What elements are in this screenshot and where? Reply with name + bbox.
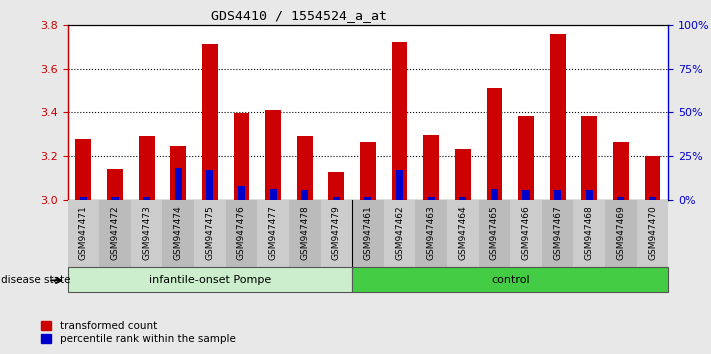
Bar: [75, 139, 91, 200]
Text: GSM947465: GSM947465: [490, 205, 499, 260]
Bar: [415, 200, 447, 267]
Bar: [427, 196, 434, 200]
Bar: [143, 196, 150, 200]
Bar: [99, 200, 131, 267]
Bar: [542, 200, 574, 267]
Bar: [265, 110, 281, 200]
Legend: transformed count, percentile rank within the sample: transformed count, percentile rank withi…: [41, 321, 235, 344]
Bar: [257, 200, 289, 267]
Text: disease state: disease state: [1, 275, 70, 285]
Bar: [139, 137, 154, 200]
Text: GSM947473: GSM947473: [142, 205, 151, 260]
Bar: [352, 200, 384, 267]
Bar: [333, 196, 340, 200]
Bar: [423, 135, 439, 200]
Bar: [171, 146, 186, 200]
Text: GSM947464: GSM947464: [459, 205, 467, 260]
Bar: [225, 200, 257, 267]
Bar: [202, 45, 218, 200]
Bar: [269, 189, 277, 200]
Bar: [194, 200, 225, 267]
Bar: [637, 200, 668, 267]
Bar: [238, 186, 245, 200]
Bar: [574, 200, 605, 267]
Bar: [455, 149, 471, 200]
Bar: [645, 156, 661, 200]
Text: GSM947468: GSM947468: [584, 205, 594, 260]
Bar: [131, 200, 162, 267]
Bar: [582, 116, 597, 200]
Text: GSM947479: GSM947479: [332, 205, 341, 260]
Text: control: control: [491, 275, 530, 285]
Bar: [392, 42, 407, 200]
Bar: [360, 142, 376, 200]
Bar: [321, 200, 352, 267]
Bar: [364, 196, 372, 200]
Bar: [328, 172, 344, 200]
Text: GDS4410 / 1554524_a_at: GDS4410 / 1554524_a_at: [210, 9, 387, 22]
Bar: [384, 200, 415, 267]
Text: GSM947471: GSM947471: [79, 205, 88, 260]
Text: GSM947477: GSM947477: [269, 205, 277, 260]
Bar: [459, 196, 466, 200]
Bar: [523, 190, 530, 200]
Bar: [68, 200, 99, 267]
Bar: [175, 169, 182, 200]
Bar: [586, 190, 593, 200]
Bar: [491, 189, 498, 200]
Bar: [479, 200, 510, 267]
Text: GSM947461: GSM947461: [363, 205, 373, 260]
Bar: [486, 88, 503, 200]
Bar: [162, 200, 194, 267]
Bar: [518, 116, 534, 200]
Text: GSM947463: GSM947463: [427, 205, 436, 260]
Bar: [396, 170, 403, 200]
Bar: [233, 114, 250, 200]
Text: GSM947462: GSM947462: [395, 205, 404, 260]
Text: GSM947466: GSM947466: [522, 205, 530, 260]
Bar: [613, 142, 629, 200]
Bar: [510, 200, 542, 267]
Bar: [112, 196, 119, 200]
Bar: [301, 190, 309, 200]
Text: infantile-onset Pompe: infantile-onset Pompe: [149, 275, 271, 285]
Text: GSM947478: GSM947478: [300, 205, 309, 260]
Bar: [605, 200, 637, 267]
Bar: [206, 170, 213, 200]
Text: GSM947475: GSM947475: [205, 205, 214, 260]
Bar: [68, 267, 352, 292]
Text: GSM947476: GSM947476: [237, 205, 246, 260]
Bar: [447, 200, 479, 267]
Bar: [289, 200, 321, 267]
Bar: [550, 34, 565, 200]
Text: GSM947467: GSM947467: [553, 205, 562, 260]
Text: GSM947474: GSM947474: [173, 205, 183, 260]
Text: GSM947469: GSM947469: [616, 205, 626, 260]
Bar: [80, 196, 87, 200]
Bar: [107, 169, 123, 200]
Bar: [649, 196, 656, 200]
Bar: [554, 190, 561, 200]
Bar: [352, 267, 668, 292]
Bar: [296, 137, 313, 200]
Text: GSM947472: GSM947472: [110, 205, 119, 260]
Bar: [617, 196, 624, 200]
Text: GSM947470: GSM947470: [648, 205, 657, 260]
